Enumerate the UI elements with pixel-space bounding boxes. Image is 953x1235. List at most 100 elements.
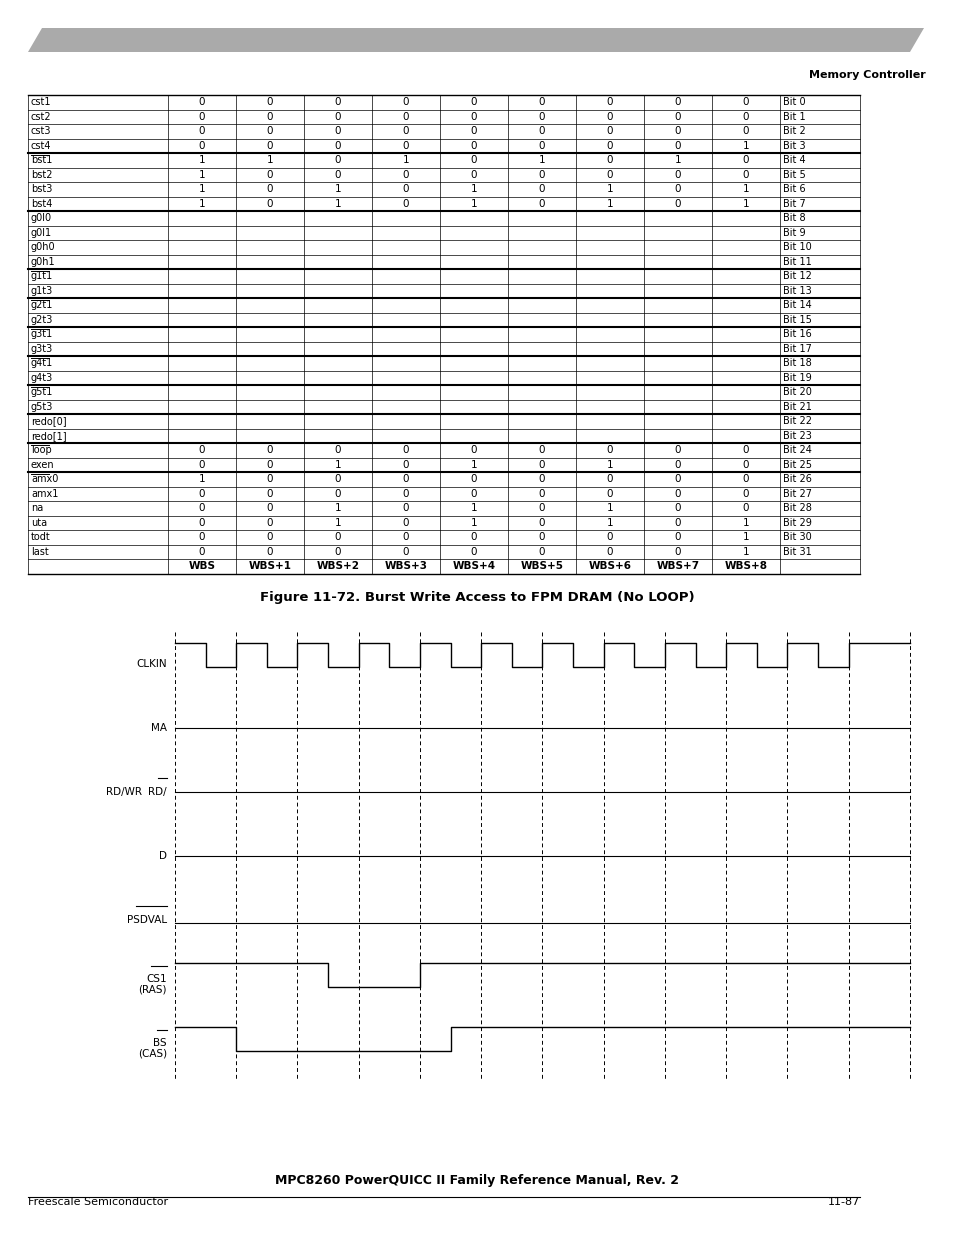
Text: 1: 1 [198,474,205,484]
Text: 0: 0 [267,199,273,209]
Text: MA: MA [151,722,167,732]
Text: 0: 0 [402,517,409,527]
Text: 0: 0 [198,111,205,122]
Text: 0: 0 [742,489,748,499]
Text: 0: 0 [538,474,545,484]
Text: 0: 0 [402,184,409,194]
Text: Bit 20: Bit 20 [782,388,811,398]
Text: Bit 19: Bit 19 [782,373,811,383]
Text: 0: 0 [606,126,613,136]
Text: WBS+4: WBS+4 [452,561,495,572]
Text: exen: exen [30,459,54,469]
Text: Bit 3: Bit 3 [782,141,804,151]
Text: Bit 7: Bit 7 [782,199,805,209]
Text: 0: 0 [402,459,409,469]
Text: bst3: bst3 [30,184,52,194]
Text: g0l0: g0l0 [30,214,52,224]
Text: g3t3: g3t3 [30,343,53,353]
Text: 0: 0 [742,503,748,514]
Text: 0: 0 [470,98,476,107]
Text: Bit 16: Bit 16 [782,330,811,340]
Text: 0: 0 [606,547,613,557]
Text: 1: 1 [335,459,341,469]
Text: 0: 0 [538,111,545,122]
Text: g4t3: g4t3 [30,373,53,383]
Text: 0: 0 [606,489,613,499]
Text: Bit 10: Bit 10 [782,242,811,252]
Text: 0: 0 [606,169,613,180]
Text: 0: 0 [674,141,680,151]
Text: 0: 0 [538,459,545,469]
Text: 0: 0 [470,489,476,499]
Text: 1: 1 [335,503,341,514]
Text: 0: 0 [402,98,409,107]
Text: 0: 0 [267,446,273,456]
Text: 1: 1 [606,503,613,514]
Text: Bit 6: Bit 6 [782,184,804,194]
Text: Bit 23: Bit 23 [782,431,811,441]
Text: 0: 0 [267,141,273,151]
Text: 0: 0 [674,199,680,209]
Text: 0: 0 [470,141,476,151]
Text: 1: 1 [606,199,613,209]
Text: 0: 0 [198,503,205,514]
Text: 0: 0 [267,111,273,122]
Text: WBS: WBS [189,561,215,572]
Text: cst2: cst2 [30,111,51,122]
Text: 1: 1 [741,141,748,151]
Text: 0: 0 [674,126,680,136]
Text: 1: 1 [198,184,205,194]
Text: 1: 1 [198,169,205,180]
Text: Bit 17: Bit 17 [782,343,811,353]
Text: g5t3: g5t3 [30,401,53,411]
Text: 0: 0 [538,489,545,499]
Text: bst4: bst4 [30,199,52,209]
Text: 0: 0 [674,517,680,527]
Text: 0: 0 [402,446,409,456]
Text: 0: 0 [402,199,409,209]
Text: 11-87: 11-87 [827,1197,859,1207]
Text: BS: BS [153,1037,167,1049]
Text: 0: 0 [674,184,680,194]
Text: 0: 0 [538,141,545,151]
Text: 1: 1 [741,184,748,194]
Text: 0: 0 [606,446,613,456]
Text: g1t3: g1t3 [30,285,53,295]
Text: cst4: cst4 [30,141,51,151]
Text: 0: 0 [742,474,748,484]
Text: 0: 0 [470,111,476,122]
Text: WBS+6: WBS+6 [588,561,631,572]
Text: 0: 0 [742,111,748,122]
Text: 0: 0 [335,141,341,151]
Text: (RAS): (RAS) [138,984,167,995]
Text: 1: 1 [538,156,545,165]
Text: cst1: cst1 [30,98,51,107]
Text: 0: 0 [335,446,341,456]
Text: 0: 0 [267,474,273,484]
Text: 1: 1 [267,156,273,165]
Text: 0: 0 [538,547,545,557]
Text: 1: 1 [470,184,476,194]
Text: 0: 0 [402,532,409,542]
Text: 0: 0 [538,126,545,136]
Text: 0: 0 [470,169,476,180]
Text: Bit 1: Bit 1 [782,111,804,122]
Text: 0: 0 [402,126,409,136]
Text: na: na [30,503,43,514]
Text: 1: 1 [402,156,409,165]
Text: WBS+2: WBS+2 [316,561,359,572]
Text: 0: 0 [198,141,205,151]
Text: 1: 1 [335,517,341,527]
Text: 0: 0 [402,547,409,557]
Text: 0: 0 [470,126,476,136]
Text: 0: 0 [402,169,409,180]
Text: 0: 0 [674,532,680,542]
Text: Bit 4: Bit 4 [782,156,804,165]
Text: 0: 0 [742,98,748,107]
Text: 0: 0 [470,547,476,557]
Text: MPC8260 PowerQUICC II Family Reference Manual, Rev. 2: MPC8260 PowerQUICC II Family Reference M… [274,1174,679,1187]
Text: g1t1: g1t1 [30,272,53,282]
Text: 0: 0 [335,489,341,499]
Text: 0: 0 [267,98,273,107]
Text: 0: 0 [606,111,613,122]
